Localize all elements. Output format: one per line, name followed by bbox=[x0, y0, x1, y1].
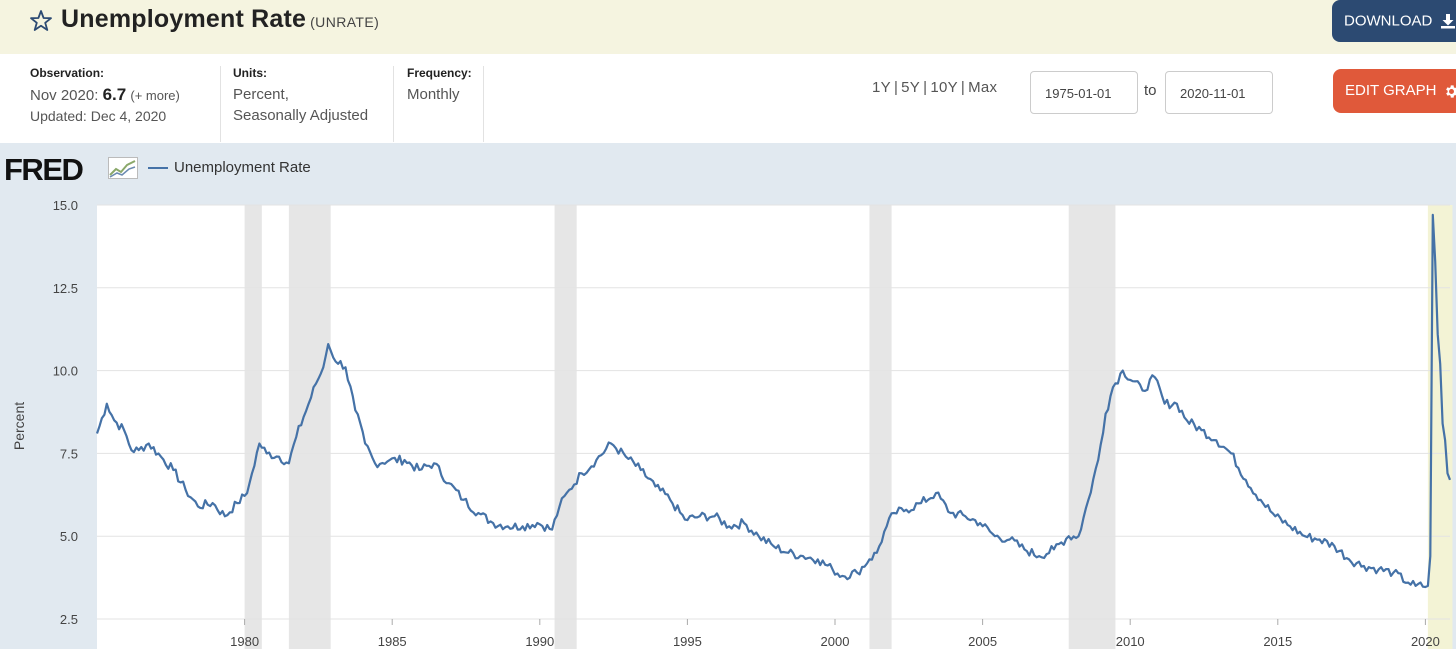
gear-icon bbox=[1445, 84, 1456, 98]
x-tick-label: 2010 bbox=[1116, 634, 1145, 649]
observation-line: Nov 2020: 6.7 (+ more) bbox=[30, 84, 220, 106]
range-10y[interactable]: 10Y bbox=[930, 79, 958, 96]
star-outline-icon[interactable] bbox=[29, 9, 53, 33]
x-tick-label: 1985 bbox=[378, 634, 407, 649]
x-tick-label: 1995 bbox=[673, 634, 702, 649]
y-tick-label: 2.5 bbox=[60, 612, 78, 627]
x-tick-label: 2005 bbox=[968, 634, 997, 649]
to-label: to bbox=[1144, 82, 1157, 99]
y-tick-label: 5.0 bbox=[60, 529, 78, 544]
units-label: Units: bbox=[233, 66, 267, 80]
chart-legend: Unemployment Rate bbox=[148, 159, 311, 176]
edit-graph-button[interactable]: EDIT GRAPH bbox=[1333, 69, 1456, 113]
range-selector: 1Y | 5Y | 10Y | Max bbox=[872, 79, 997, 96]
x-tick-label: 1980 bbox=[230, 634, 259, 649]
y-tick-label: 15.0 bbox=[53, 198, 78, 213]
frequency-label: Frequency: bbox=[407, 66, 472, 80]
frequency-block: Frequency: Monthly bbox=[393, 66, 484, 142]
download-icon bbox=[1440, 14, 1455, 29]
x-tick-label: 2020 bbox=[1411, 634, 1440, 649]
start-date-input[interactable]: 1975-01-01 bbox=[1030, 71, 1138, 114]
frequency-value: Monthly bbox=[407, 86, 460, 103]
observation-block: Observation: Nov 2020: 6.7 (+ more) Upda… bbox=[30, 66, 220, 142]
observation-label: Observation: bbox=[30, 66, 105, 80]
edit-graph-label: EDIT GRAPH bbox=[1345, 82, 1437, 99]
y-tick-label: 7.5 bbox=[60, 446, 78, 461]
observation-date: Nov 2020: bbox=[30, 87, 99, 104]
series-id: (UNRATE) bbox=[310, 14, 380, 30]
x-tick-label: 2015 bbox=[1263, 634, 1292, 649]
recession-band bbox=[244, 205, 262, 649]
updated-date: Updated: Dec 4, 2020 bbox=[30, 108, 167, 124]
range-5y[interactable]: 5Y bbox=[901, 79, 921, 96]
recession-band bbox=[869, 205, 892, 649]
units-block: Units: Percent, Seasonally Adjusted bbox=[220, 66, 393, 142]
recession-band bbox=[1068, 205, 1116, 649]
recession-band bbox=[288, 205, 331, 649]
download-label: DOWNLOAD bbox=[1344, 12, 1433, 30]
fred-graph-icon bbox=[108, 157, 138, 179]
recession-band bbox=[554, 205, 577, 649]
y-tick-label: 12.5 bbox=[53, 281, 78, 296]
series-line-unrate bbox=[95, 213, 1452, 589]
range-max[interactable]: Max bbox=[968, 79, 998, 96]
line-chart[interactable]: 2.5 5.0 7.5 10.0 12.5 15.0 1980 1985 1990 1995 20… bbox=[0, 143, 1456, 649]
observation-value: 6.7 bbox=[102, 85, 127, 104]
y-axis-label: Percent bbox=[11, 402, 27, 450]
legend-swatch bbox=[148, 167, 168, 170]
range-separator: | bbox=[923, 79, 928, 96]
end-date-input[interactable]: 2020-11-01 bbox=[1165, 71, 1273, 114]
title-bar: Unemployment Rate (UNRATE) DOWNLOAD bbox=[0, 0, 1456, 54]
x-tick-label: 2000 bbox=[821, 634, 850, 649]
range-separator: | bbox=[893, 79, 899, 96]
legend-label: Unemployment Rate bbox=[174, 159, 311, 176]
range-1y[interactable]: 1Y bbox=[872, 79, 891, 96]
download-button[interactable]: DOWNLOAD bbox=[1332, 0, 1456, 42]
range-separator: | bbox=[960, 79, 966, 96]
y-tick-label: 10.0 bbox=[53, 364, 78, 379]
units-line-1: Percent, bbox=[233, 86, 289, 103]
units-line-2: Seasonally Adjusted bbox=[233, 107, 369, 124]
x-tick-label: 1990 bbox=[525, 634, 554, 649]
page-title: Unemployment Rate (UNRATE) bbox=[61, 5, 379, 34]
fred-logo: FRED bbox=[4, 152, 84, 187]
series-title: Unemployment Rate bbox=[61, 5, 307, 33]
observation-more-link[interactable]: (+ more) bbox=[130, 88, 180, 103]
